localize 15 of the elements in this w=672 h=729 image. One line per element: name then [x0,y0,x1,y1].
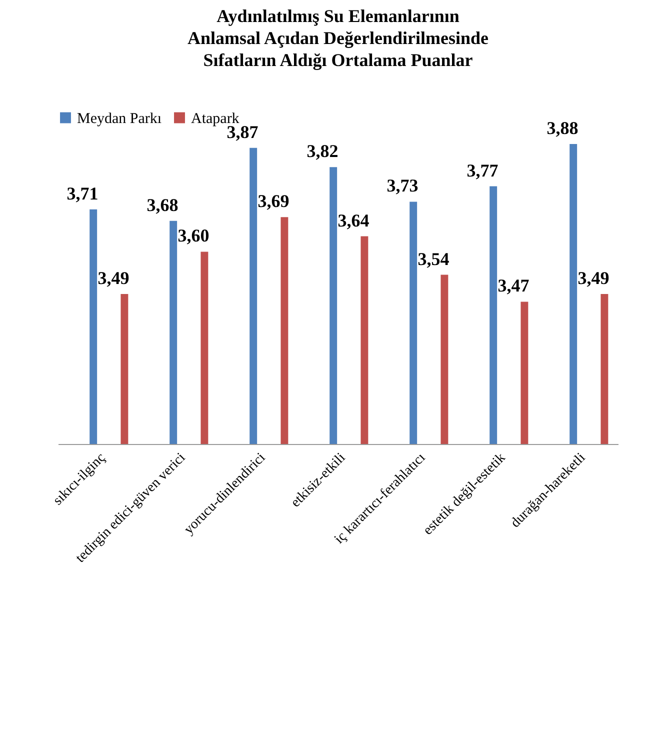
data-label: 3,69 [258,191,290,212]
data-label: 3,64 [338,210,370,230]
data-label: 3,73 [386,176,418,196]
data-label: 3,77 [466,160,498,180]
data-label: 3,71 [66,183,98,204]
data-label: 3,68 [146,194,178,215]
legend-label: Meydan Parkı [77,110,162,127]
data-label: 3,54 [418,248,450,269]
data-label: 3,49 [578,268,610,288]
chart-title: Aydınlatılmış Su Elemanlarının Anlamsal Açıdan Değerlendirilmesinde Sıfatların Aldığı Ortalama Puanlar [188,6,489,70]
data-label: 3,60 [178,226,210,246]
data-label: 3,88 [546,118,578,138]
data-label: 3,82 [306,141,338,162]
data-label: 3,49 [98,268,130,288]
data-label: 3,47 [498,276,530,296]
